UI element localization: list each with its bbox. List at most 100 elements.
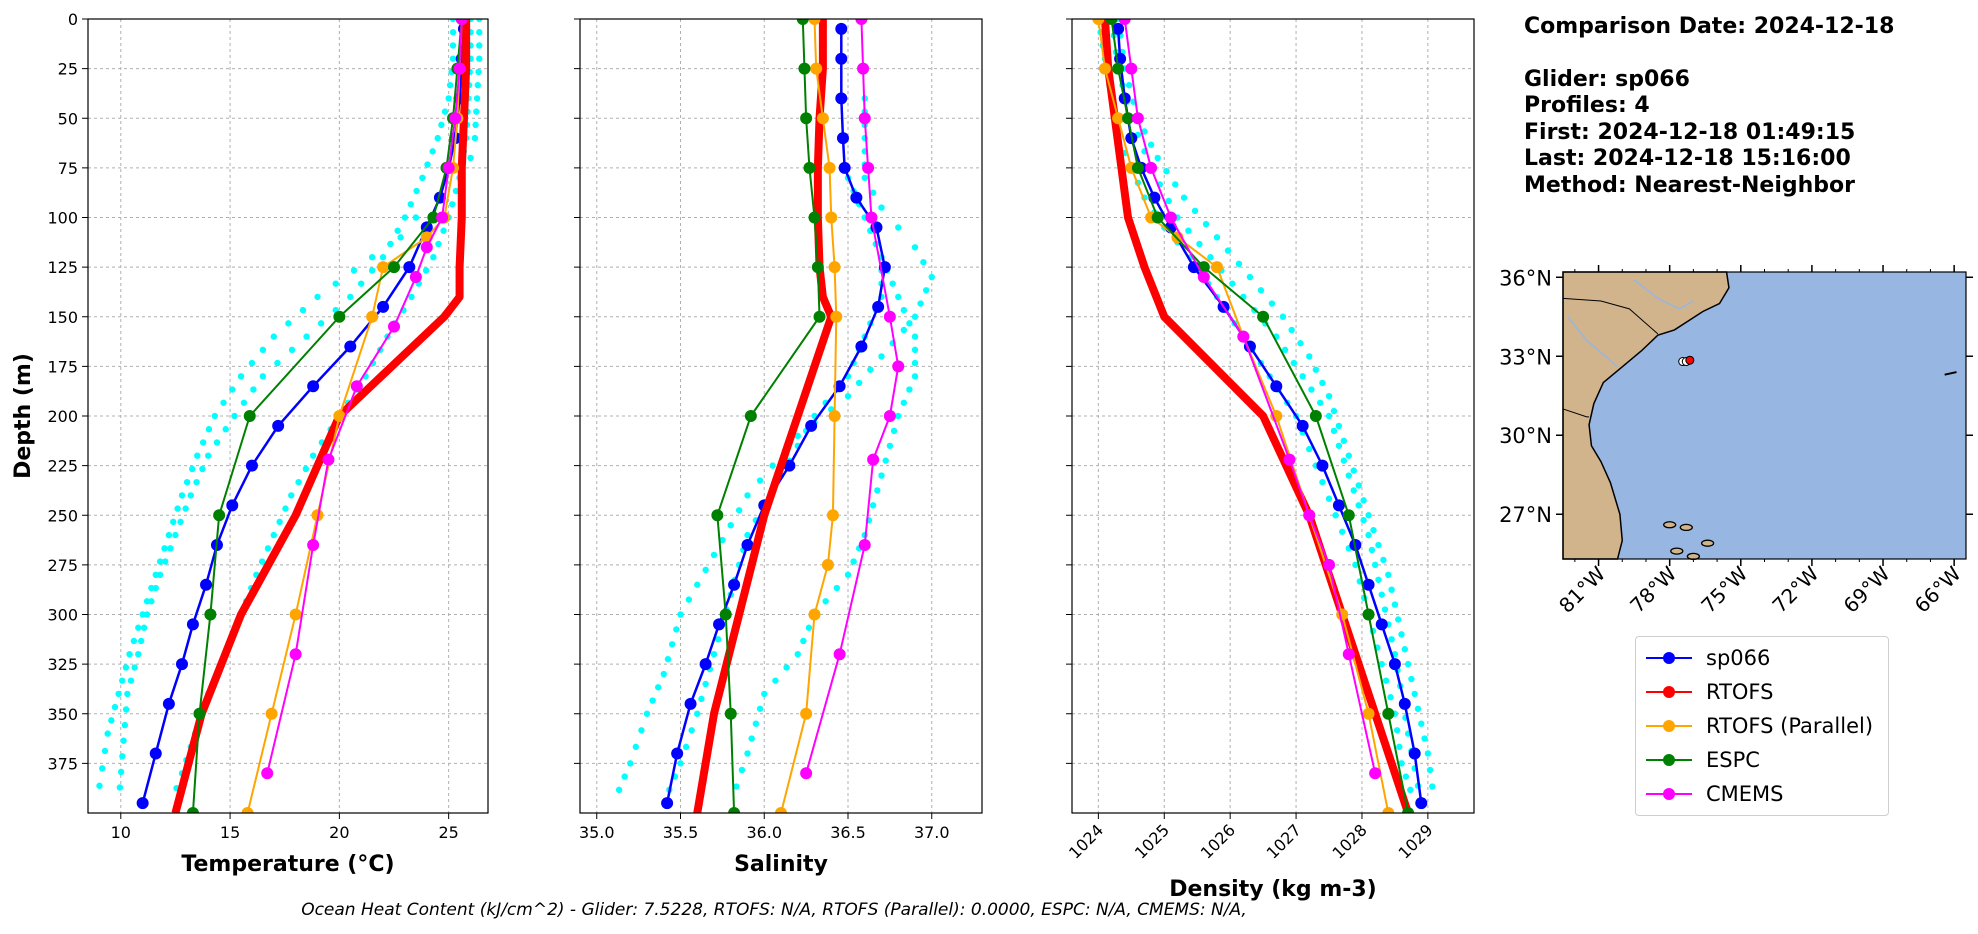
series-line-rtofs [1100, 19, 1412, 813]
series-point [1283, 453, 1296, 466]
series-point [333, 310, 346, 323]
series-point [1398, 697, 1411, 710]
glider-profile-point [805, 624, 813, 631]
series-point [813, 310, 826, 323]
series-point [1145, 161, 1158, 174]
glider-profile-point [177, 518, 184, 526]
glider-profile-point [1350, 467, 1357, 474]
glider-profile-point [685, 596, 693, 603]
series-point [1131, 112, 1144, 125]
glider-profile-point [419, 174, 426, 181]
glider-profile-point [1370, 526, 1377, 534]
lon-tick-label: 78°W [1625, 561, 1681, 617]
glider-profile-point [430, 254, 437, 261]
glider-profile-point [237, 373, 245, 380]
glider-profile-point [1257, 287, 1265, 294]
series-point [719, 608, 732, 621]
glider-profile-point [397, 234, 404, 241]
glider-profile-point [1306, 353, 1313, 360]
glider-profile-point [394, 227, 401, 234]
glider-profile-point [183, 478, 191, 486]
glider-profile-point [1141, 128, 1148, 135]
glider-profile-point [445, 95, 452, 102]
glider-profile-point [1426, 766, 1434, 774]
glider-profile-point [435, 240, 442, 248]
glider-profile-point [1185, 227, 1192, 234]
glider-profile-point [733, 783, 740, 790]
series-point [289, 608, 302, 621]
glider-profile-point [1306, 445, 1313, 453]
ohc-footer: Ocean Heat Content (kJ/cm^2) - Glider: 7… [301, 900, 1247, 920]
glider-profile-point [664, 655, 672, 663]
series-point [862, 161, 875, 174]
glider-profile-point [1378, 591, 1385, 598]
glider-profile-point [1381, 606, 1389, 613]
series-point [1131, 161, 1144, 174]
glider-profile-point [1308, 386, 1315, 393]
glider-profile-point [170, 518, 177, 526]
series-point [671, 747, 684, 760]
glider-profile-point [1335, 422, 1343, 430]
glider-profile-point [231, 412, 238, 420]
series-point [835, 52, 848, 65]
glider-profile-point [735, 507, 743, 514]
glider-profile-point [441, 108, 449, 115]
glider-profile-point [1360, 497, 1367, 504]
glider-profile-point [1382, 677, 1390, 684]
glider-profile-point [1165, 197, 1172, 205]
glider-profile-point [156, 558, 164, 565]
series-point [744, 410, 757, 422]
series-point [1309, 410, 1322, 422]
x-tick-label: 37.0 [914, 823, 950, 842]
glider-profile-point [1345, 452, 1352, 459]
glider-profile-point [900, 306, 908, 314]
island [1663, 521, 1677, 529]
glider-profile-point [1281, 346, 1289, 354]
lon-tick-label: 75°W [1696, 561, 1752, 617]
glider-profile-point [1224, 247, 1232, 254]
glider-profile-point [248, 359, 256, 367]
glider-profile-point [1355, 482, 1362, 489]
glider-profile-point [350, 267, 358, 274]
glider-profile-point [1325, 412, 1333, 420]
series-line-cmems [805, 19, 900, 774]
series-point [1105, 19, 1118, 25]
glider-profile-point [1378, 660, 1385, 668]
glider-profile-point [756, 477, 764, 484]
glider-profile-point [800, 637, 807, 645]
glider-profile-point [476, 29, 483, 36]
glider-profile-point [368, 267, 376, 274]
glider-profile-point [475, 68, 482, 76]
glider-profile-point [1401, 646, 1409, 653]
glider-profile-point [783, 664, 790, 671]
series-point [1382, 807, 1395, 813]
series-point [1408, 747, 1421, 760]
glider-profile-point [906, 320, 913, 327]
glider-profile-point [135, 651, 142, 658]
glider-profile-point [1154, 154, 1161, 162]
series-point [1151, 211, 1164, 224]
series-point [1303, 509, 1316, 522]
series-point [798, 62, 811, 75]
series-point [388, 261, 401, 274]
glider-profile-point [1213, 234, 1221, 241]
glider-profile-point [615, 786, 623, 794]
glider-profile-point [794, 432, 801, 440]
glider-profile-point [124, 690, 131, 698]
series-point [1112, 62, 1125, 75]
series-point [892, 360, 905, 373]
glider-profile-point [467, 154, 474, 162]
lat-tick-label: 36°N [1499, 266, 1552, 290]
glider-profile-point [682, 743, 690, 751]
glider-profile-point [476, 42, 483, 49]
series-point [243, 410, 256, 422]
glider-profile-point [1125, 81, 1133, 89]
glider-profile-point [1424, 750, 1432, 757]
glider-profile-point [165, 531, 173, 539]
glider-profile-point [627, 760, 634, 767]
series-point [333, 410, 346, 422]
glider-profile-point [649, 697, 656, 704]
series-point [307, 380, 320, 393]
y-tick-label: 125 [47, 258, 78, 277]
